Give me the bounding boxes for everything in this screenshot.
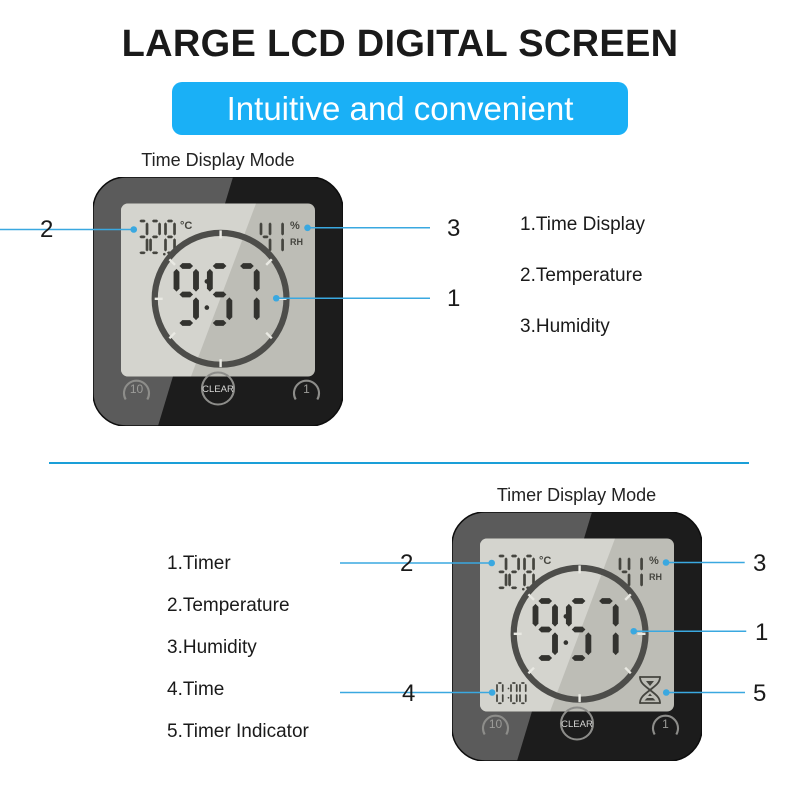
svg-text:2: 2 — [400, 550, 413, 577]
svg-text:4: 4 — [402, 680, 415, 707]
svg-text:5: 5 — [753, 680, 766, 707]
svg-text:3: 3 — [753, 550, 766, 577]
svg-text:1: 1 — [755, 619, 768, 646]
